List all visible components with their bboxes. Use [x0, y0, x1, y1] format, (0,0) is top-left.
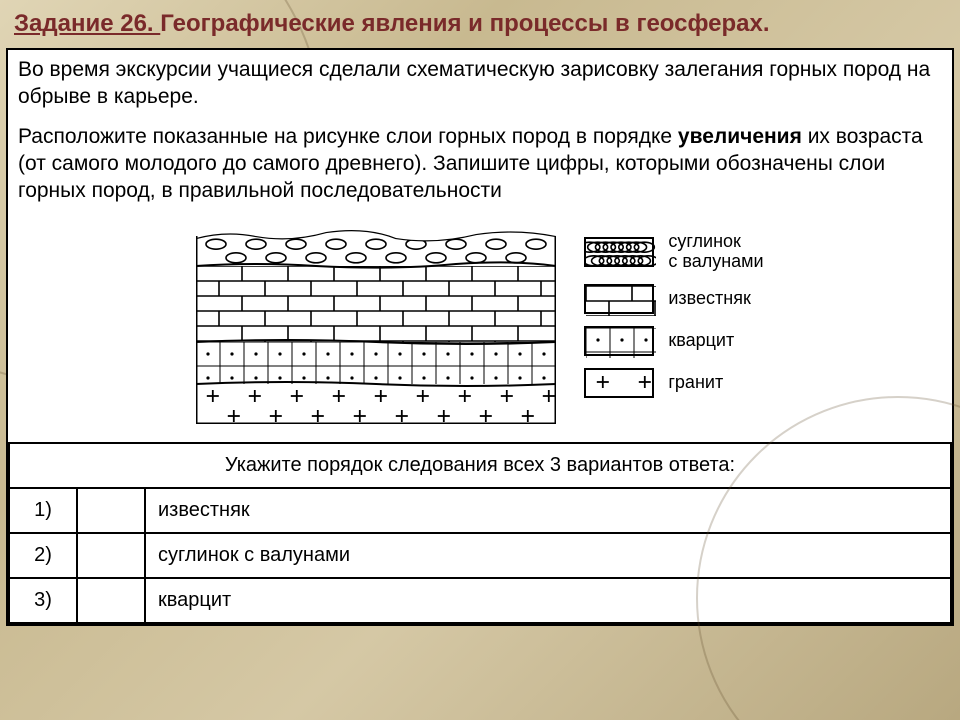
slide-page: Задание 26. Географические явления и про…	[0, 0, 960, 720]
answer-row: 2) суглинок с валунами	[9, 533, 951, 578]
cross-section-svg	[196, 224, 556, 424]
answer-text: суглинок с валунами	[145, 533, 951, 578]
diagram-area: суглинок с валунами известняк кварцит грани…	[8, 210, 952, 442]
legend: суглинок с валунами известняк кварцит грани…	[584, 224, 763, 398]
answer-text: кварцит	[145, 578, 951, 623]
legend-swatch-bricks	[584, 284, 654, 314]
answers-instruction: Укажите порядок следования всех 3 вариан…	[9, 443, 951, 488]
legend-row: кварцит	[584, 326, 763, 356]
p2-part1: Расположите показанные на рисунке слои г…	[18, 125, 678, 148]
legend-label: суглинок с валунами	[668, 232, 763, 272]
answer-gap	[77, 578, 145, 623]
paragraph-1: Во время экскурсии учащиеся сделали схем…	[8, 50, 952, 117]
title-task: Задание 26.	[14, 10, 160, 37]
diagram: суглинок с валунами известняк кварцит грани…	[196, 224, 763, 424]
answer-row: 3) кварцит	[9, 578, 951, 623]
answer-gap	[77, 488, 145, 533]
answer-gap	[77, 533, 145, 578]
slide-title: Задание 26. Географические явления и про…	[0, 0, 960, 44]
legend-label: кварцит	[668, 331, 734, 351]
answer-text: известняк	[145, 488, 951, 533]
content-box: Во время экскурсии учащиеся сделали схем…	[6, 48, 954, 626]
legend-row: известняк	[584, 284, 763, 314]
legend-swatch-boulders	[584, 237, 654, 267]
answer-number: 3)	[9, 578, 77, 623]
answer-number: 2)	[9, 533, 77, 578]
answers-instruction-row: Укажите порядок следования всех 3 вариан…	[9, 443, 951, 488]
answer-row: 1) известняк	[9, 488, 951, 533]
legend-label: известняк	[668, 289, 751, 309]
legend-swatch-plus	[584, 368, 654, 398]
answer-number: 1)	[9, 488, 77, 533]
title-subject: Географические явления и процессы в геос…	[160, 10, 763, 37]
legend-row: суглинок с валунами	[584, 232, 763, 272]
p2-bold: увеличения	[678, 125, 802, 148]
legend-label: гранит	[668, 373, 723, 393]
paragraph-2: Расположите показанные на рисунке слои г…	[8, 117, 952, 211]
legend-swatch-dots_grid	[584, 326, 654, 356]
answers-table: Укажите порядок следования всех 3 вариан…	[8, 442, 952, 624]
legend-row: гранит	[584, 368, 763, 398]
